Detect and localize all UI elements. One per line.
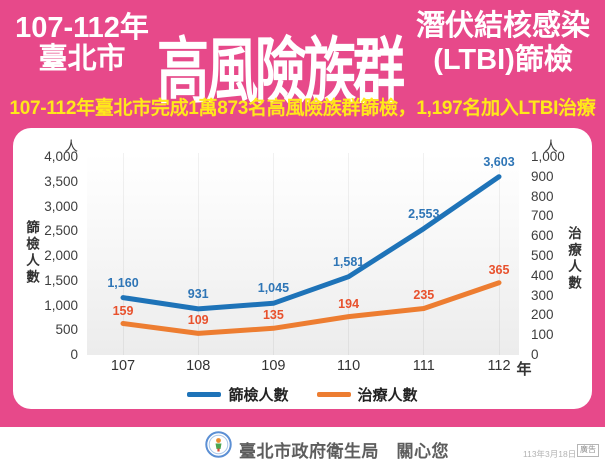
legend-swatch: [316, 392, 351, 397]
right-axis-tick: 800: [531, 188, 554, 204]
plot-gridline: [348, 153, 350, 355]
data-label: 365: [488, 262, 510, 277]
series-line-篩檢人數: [120, 174, 502, 312]
data-label: 3,603: [483, 154, 515, 169]
x-axis-unit: 年: [516, 361, 532, 378]
right-axis-tick: 700: [531, 208, 554, 224]
right-axis-unit: 人: [544, 139, 558, 154]
left-axis-unit: 人: [64, 139, 79, 154]
title-city: 臺北市: [38, 43, 126, 76]
right-axis-tick: 400: [531, 267, 554, 283]
title-left-block: 107-112年 臺北市: [6, 12, 158, 76]
title-right-block: 潛伏結核感染 (LTBI)篩檢: [406, 9, 600, 77]
chart-card: 人 人 篩檢人數 治療人數 篩檢人數 治療人數 4,000 3,500 3,000 2,…: [13, 128, 592, 409]
chart-legend: 篩檢人數 治療人數: [13, 384, 592, 405]
left-axis-tick: 1,000: [44, 297, 78, 313]
left-axis-tick: 500: [55, 322, 78, 338]
legend-item-篩檢人數: 篩檢人數: [187, 384, 289, 405]
data-label: 2,553: [408, 206, 440, 221]
x-axis-label: 111: [412, 358, 435, 374]
legend-item-治療人數: 治療人數: [316, 384, 418, 405]
left-axis-tick: 4,000: [44, 149, 78, 164]
footer-org-text: 臺北市政府衛生局 關心您: [239, 442, 449, 461]
x-axis-label: 107: [110, 358, 136, 374]
title-main: 高風險族群: [157, 32, 405, 113]
left-axis-tick: 3,000: [44, 198, 78, 214]
right-axis-tick: 200: [531, 307, 554, 323]
subtitle: 107-112年臺北市完成1萬873名高風險族群篩檢，1,197名加入LTBI治…: [9, 98, 596, 119]
left-axis-tick: 0: [70, 347, 78, 362]
plot-gridline: [197, 153, 199, 355]
title-right-line2: (LTBI)篩檢: [433, 44, 573, 77]
right-axis-tick: 100: [531, 327, 554, 343]
plot-gridline: [122, 153, 124, 355]
right-axis-tick: 500: [531, 248, 554, 263]
x-axis-label: 110: [337, 358, 361, 374]
right-axis-tick: 600: [531, 228, 554, 244]
plot-gridline: [272, 153, 274, 355]
ad-badge: 廣告: [577, 444, 599, 457]
data-label: 931: [187, 286, 209, 301]
title-right-line1: 潛伏結核感染: [415, 10, 590, 42]
right-axis-tick: 0: [531, 347, 539, 362]
x-axis-label: 109: [261, 358, 286, 374]
data-label: 109: [187, 313, 209, 328]
footer: 臺北市政府衛生局 關心您 113年3月18日 廣告: [0, 427, 605, 470]
left-axis-tick: 2,500: [44, 223, 78, 239]
data-label: 135: [262, 308, 284, 323]
right-axis-tick: 900: [531, 168, 554, 184]
left-axis-title: 篩檢人數: [24, 220, 39, 286]
left-axis-tick: 1,500: [44, 272, 78, 288]
chart-lines: [120, 174, 502, 336]
data-label: 194: [338, 296, 360, 311]
data-label: 1,160: [107, 275, 139, 290]
legend-swatch: [187, 392, 222, 397]
data-label: 235: [413, 288, 435, 303]
left-axis-tick: 3,500: [44, 173, 78, 189]
data-label: 159: [112, 303, 134, 318]
data-label: 1,045: [257, 281, 290, 296]
legend-label: 治療人數: [357, 387, 418, 404]
plot-gridline: [423, 153, 425, 355]
right-axis-tick: 1,000: [531, 149, 565, 164]
right-axis-title: 治療人數: [566, 226, 581, 292]
plot-gridline: [498, 153, 500, 355]
health-bureau-logo-icon: [205, 431, 232, 458]
right-axis-tick: 300: [531, 287, 554, 303]
title-period: 107-112年: [15, 12, 149, 44]
series-line-治療人數: [120, 280, 502, 336]
footer-date: 113年3月18日: [523, 449, 577, 459]
left-axis-tick: 2,000: [44, 248, 78, 263]
data-label: 1,581: [332, 254, 365, 269]
x-axis-label: 112: [487, 358, 511, 374]
x-axis-label: 108: [186, 358, 211, 374]
legend-label: 篩檢人數: [228, 387, 289, 404]
